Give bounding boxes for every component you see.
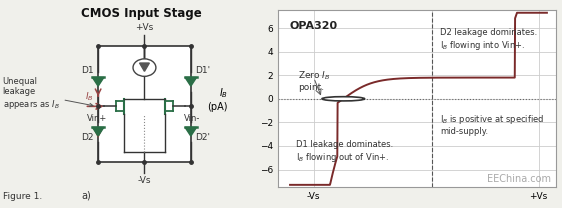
Bar (98, 46, 191, 162)
Text: EEChina.com: EEChina.com (487, 174, 551, 184)
Text: OPA320: OPA320 (289, 21, 337, 31)
Circle shape (133, 59, 156, 76)
Text: Unequal
leakage
appears as $I_B$: Unequal leakage appears as $I_B$ (3, 77, 93, 111)
Text: -Vs: -Vs (138, 176, 151, 185)
Polygon shape (92, 127, 104, 136)
Text: D2 leakage dominates.
I$_B$ flowing into Vin+.: D2 leakage dominates. I$_B$ flowing into… (441, 28, 538, 52)
Text: CMOS Input Stage: CMOS Input Stage (81, 7, 202, 20)
Polygon shape (185, 77, 197, 86)
Text: D1: D1 (81, 66, 94, 75)
Text: a): a) (82, 191, 92, 201)
Polygon shape (139, 63, 149, 71)
Text: $I_B$: $I_B$ (85, 91, 94, 103)
Text: Vin+: Vin+ (87, 114, 107, 123)
Text: Vin-: Vin- (184, 114, 200, 123)
Text: D2: D2 (81, 133, 94, 142)
Text: +Vs: +Vs (135, 23, 153, 32)
Text: D1': D1' (195, 66, 210, 75)
Text: I$_B$ is positive at specified
mid-supply.: I$_B$ is positive at specified mid-suppl… (441, 113, 545, 136)
Polygon shape (92, 77, 104, 86)
Circle shape (322, 97, 365, 101)
Polygon shape (185, 127, 197, 136)
Text: Zero $I_B$
point.: Zero $I_B$ point. (298, 69, 330, 92)
Text: Figure 1.: Figure 1. (3, 192, 42, 201)
Text: D1 leakage dominates.
I$_B$ flowing out of Vin+.: D1 leakage dominates. I$_B$ flowing out … (296, 140, 393, 164)
Text: D2': D2' (195, 133, 210, 142)
Text: $I_B$
(pA): $I_B$ (pA) (207, 86, 228, 111)
